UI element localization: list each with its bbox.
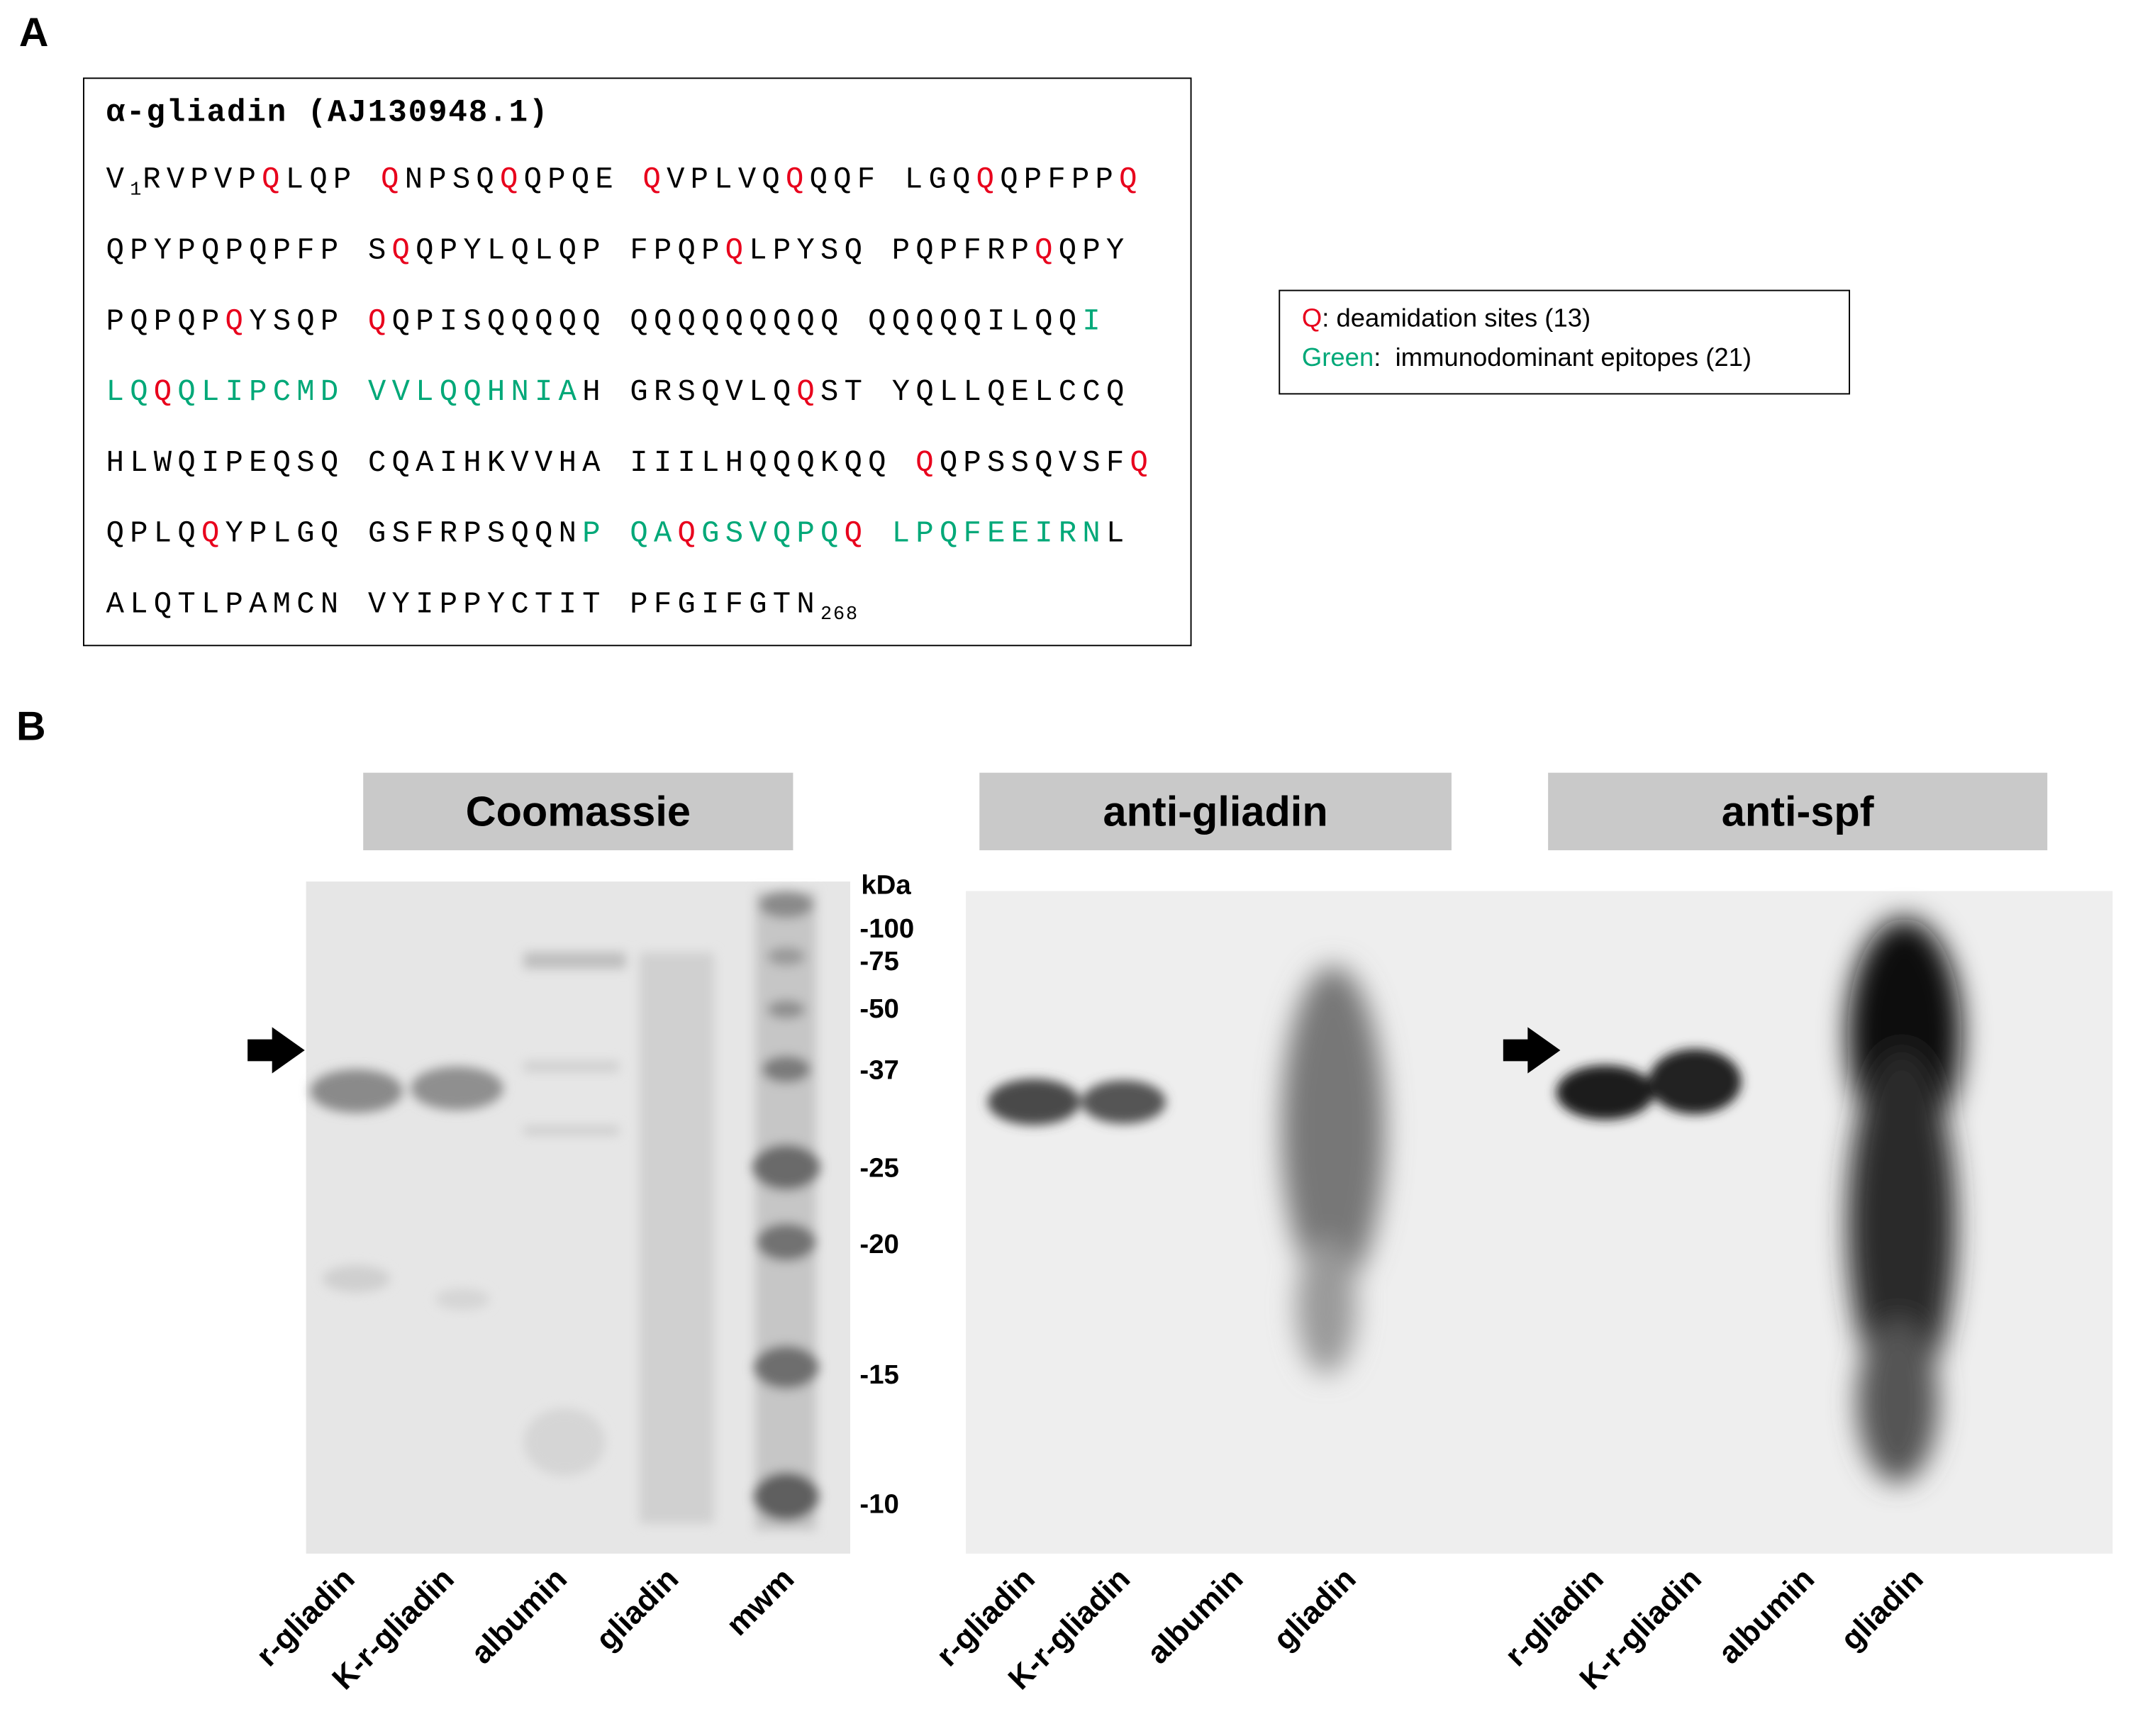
residues: QPQE bbox=[523, 163, 643, 198]
residues: YSQP bbox=[249, 304, 369, 339]
sequence-box: α-gliadin (AJ130948.1) V1RVPVPQLQP QNPSQ… bbox=[83, 77, 1192, 647]
arrow bbox=[247, 1027, 305, 1074]
residues: Q bbox=[785, 163, 810, 198]
residues: YPLGQ GSFRPSQQN bbox=[225, 516, 583, 551]
marker-label: -15 bbox=[859, 1359, 898, 1390]
residues: 268 bbox=[820, 603, 859, 626]
sequence-line: PQPQPQYSQP QQPISQQQQQ QQQQQQQQQ QQQQQILQ… bbox=[106, 305, 1106, 339]
marker-unit: kDa bbox=[861, 869, 911, 900]
lane-label: albumin bbox=[1712, 1562, 1821, 1671]
residues: Q bbox=[225, 304, 250, 339]
residues: LPYSQ PQPFRP bbox=[749, 233, 1035, 268]
marker-label: -37 bbox=[859, 1055, 898, 1085]
lane-label: gliadin bbox=[589, 1562, 685, 1657]
residues: Q bbox=[677, 516, 702, 551]
residues: QPYPQPQPFP S bbox=[106, 233, 392, 268]
legend-entry: Green: immunodominant epitopes (21) bbox=[1302, 344, 1751, 374]
arrow bbox=[1503, 1027, 1561, 1074]
residues: PQPQP bbox=[106, 304, 225, 339]
residues: QPFPP bbox=[1000, 163, 1120, 198]
residues: QLIPCMD VVLQQHNIA bbox=[177, 375, 583, 410]
legend-entry: Q: deamidation sites (13) bbox=[1302, 305, 1591, 335]
residues: Q bbox=[976, 163, 1001, 198]
residues: Q bbox=[201, 516, 225, 551]
residues: L bbox=[1106, 516, 1130, 551]
residues: Q bbox=[1035, 233, 1059, 268]
lane-label: mwm bbox=[720, 1562, 801, 1642]
marker-label: -10 bbox=[859, 1489, 898, 1519]
residues: VPLVQ bbox=[667, 163, 786, 198]
sequence-line: ALQTLPAMCN VYIPPYCTIT PFGIFGTN268 bbox=[106, 588, 859, 626]
sequence-line: HLWQIPEQSQ CQAIHKVVHA IIILHQQQKQQ QQPSSQ… bbox=[106, 446, 1154, 480]
panel-label: B bbox=[16, 704, 46, 750]
residues: Q bbox=[1119, 163, 1143, 198]
residues: QPISQQQQQ QQQQQQQQQ QQQQQILQQ bbox=[391, 304, 1083, 339]
panel-label: A bbox=[18, 11, 49, 56]
residues: I bbox=[1082, 304, 1106, 339]
residues: LPQFEEIRN bbox=[891, 516, 1107, 551]
lane-label: albumin bbox=[1140, 1562, 1249, 1671]
marker-label: -100 bbox=[859, 913, 914, 944]
blot-title: anti-spf bbox=[1548, 772, 2048, 850]
lane-label: gliadin bbox=[1266, 1562, 1362, 1657]
marker-label: -25 bbox=[859, 1152, 898, 1183]
lane-label: gliadin bbox=[1834, 1562, 1929, 1657]
residues: H GRSQVLQ bbox=[582, 375, 797, 410]
residues: Q bbox=[725, 233, 750, 268]
blot-smears bbox=[1281, 918, 1962, 1484]
residues: Q bbox=[642, 163, 667, 198]
marker-label: -50 bbox=[859, 994, 898, 1024]
sequence-line: QPLQQYPLGQ GSFRPSQQNP QAQGSVQPQQ LPQFEEI… bbox=[106, 517, 1130, 551]
residues: ST YQLLQELCCQ bbox=[820, 375, 1130, 410]
blot-title: anti-gliadin bbox=[979, 772, 1452, 850]
residues: Q bbox=[500, 163, 524, 198]
sequence-title: α-gliadin (AJ130948.1) bbox=[106, 95, 550, 131]
residues: RVPVP bbox=[143, 163, 262, 198]
residues: Q bbox=[844, 516, 869, 551]
residues: NPSQ bbox=[404, 163, 501, 198]
blot-title: Coomassie bbox=[363, 772, 793, 850]
residues: Q bbox=[915, 446, 940, 481]
lane-label: albumin bbox=[464, 1562, 574, 1671]
residues: ALQTLPAMCN VYIPPYCTIT PFGIFGTN bbox=[106, 587, 820, 622]
residues: 1 bbox=[130, 179, 143, 201]
residues: P QA bbox=[582, 516, 678, 551]
marker-label: -75 bbox=[859, 946, 898, 976]
sequence-line: LQQQLIPCMD VVLQQHNIAH GRSQVLQQST YQLLQEL… bbox=[106, 375, 1130, 409]
residues: Q bbox=[368, 304, 392, 339]
sequence-line: QPYPQPQPFP SQQPYLQLQP FPQPQLPYSQ PQPFRPQ… bbox=[106, 234, 1130, 268]
residues: Q bbox=[1130, 446, 1154, 481]
residues: Q bbox=[796, 375, 821, 410]
blot-bands bbox=[987, 1049, 1742, 1125]
residues: QPLQ bbox=[106, 516, 201, 551]
sequence-line: V1RVPVPQLQP QNPSQQQPQE QVPLVQQQQF LGQQQP… bbox=[106, 163, 1143, 201]
residues: Q bbox=[391, 233, 416, 268]
legend-text: : immunodominant epitopes (21) bbox=[1374, 344, 1752, 373]
residues: GSVQPQ bbox=[701, 516, 845, 551]
legend-key: Green bbox=[1301, 344, 1374, 373]
residues: Q bbox=[381, 163, 405, 198]
residues: LQP bbox=[285, 163, 382, 198]
marker-label: -20 bbox=[859, 1229, 898, 1259]
legend: Q: deamidation sites (13) Green: immunodo… bbox=[1279, 289, 1851, 395]
residues: QPSSQVSF bbox=[939, 446, 1130, 481]
residues: QPYLQLQP FPQP bbox=[416, 233, 725, 268]
legend-text: : deamidation sites (13) bbox=[1322, 304, 1591, 334]
gel-bands bbox=[310, 891, 820, 1531]
residues: Q bbox=[262, 163, 286, 198]
residues: LQ bbox=[106, 375, 154, 410]
residues: V bbox=[106, 163, 130, 198]
residues: QPY bbox=[1058, 233, 1130, 268]
legend-key: Q bbox=[1301, 304, 1322, 334]
residues: Q bbox=[153, 375, 178, 410]
residues: QQF LGQ bbox=[809, 163, 976, 198]
residues: HLWQIPEQSQ CQAIHKVVHA IIILHQQQKQQ bbox=[106, 446, 916, 481]
